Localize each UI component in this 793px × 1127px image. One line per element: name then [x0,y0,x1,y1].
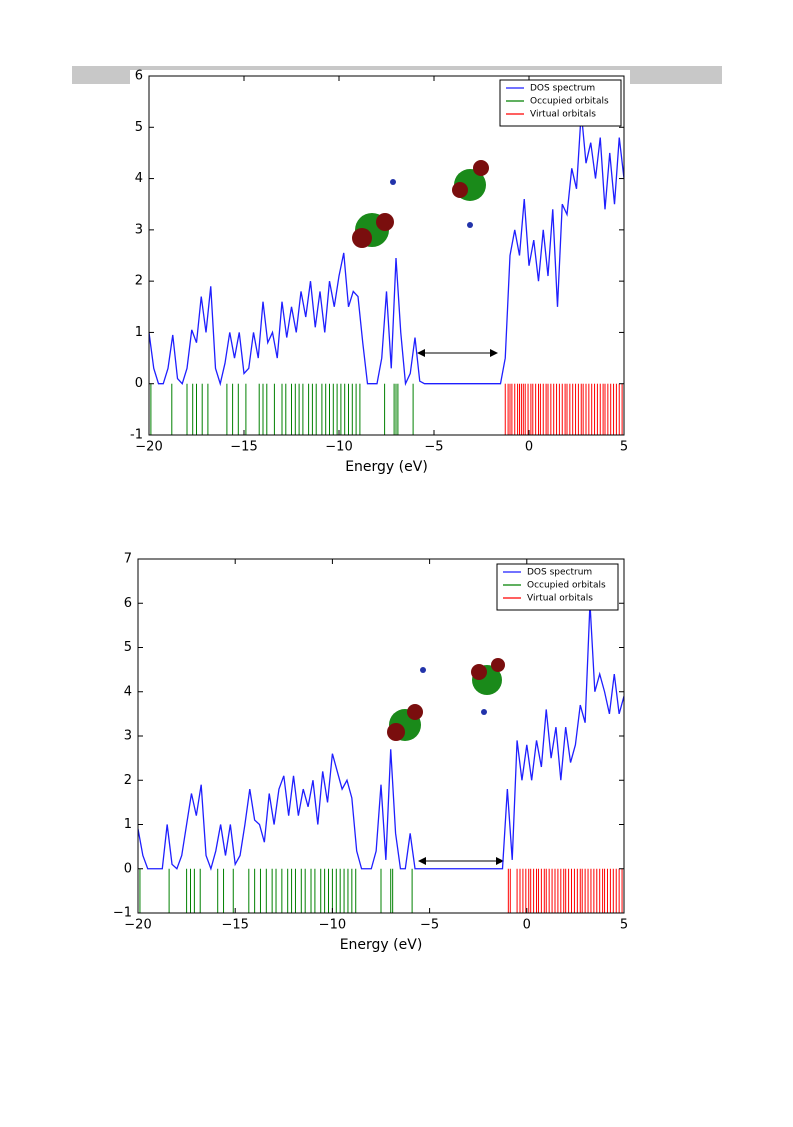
x-axis-label: Energy (eV) [340,937,423,953]
x-tick-label: −10 [325,440,352,455]
chart: −20 −15 −10 −5 0 5 -1 0 1 2 3 4 5 6 Energy (eV) DOS spe… [130,69,628,476]
legend-label: Occupied orbitals [527,581,606,591]
y-tick-label: −1 [113,906,132,921]
x-axis-label: Energy (eV) [345,459,428,475]
atom [390,179,396,185]
x-tick-label: 0 [525,440,533,455]
x-tick-label: 5 [620,918,628,933]
x-tick-label: −15 [230,440,257,455]
y-tick-label: 1 [135,325,143,340]
y-tick-label: 4 [124,684,132,699]
legend-label: DOS spectrum [527,568,592,578]
y-tick-label: 7 [124,552,132,567]
x-tick-label: −20 [135,440,162,455]
y-tick-label: 5 [124,640,132,655]
y-tick-label: 3 [124,729,132,744]
x-tick-label: 0 [523,918,531,933]
y-tick-label: 2 [135,274,143,289]
y-tick-label: 6 [135,69,143,84]
orbital-lobe [376,213,394,231]
orbital-lobe [387,723,405,741]
x-tick-label: −5 [424,440,443,455]
x-tick-label: −5 [420,918,439,933]
figure-background [130,70,630,480]
y-tick-label: 1 [124,817,132,832]
x-tick-label: −10 [319,918,346,933]
legend-label: Virtual orbitals [527,594,593,604]
y-tick-label: 0 [135,376,143,391]
atom [467,222,473,228]
y-tick-label: 2 [124,773,132,788]
dos-line [149,111,624,387]
plot-frame [148,75,625,436]
atom [481,709,487,715]
y-tick-label: 4 [135,171,143,186]
orbital-lobe [473,160,489,176]
y-tick-label: -1 [130,428,143,443]
plot-area [138,603,624,913]
y-tick-label: 0 [124,861,132,876]
plot-area [149,111,624,435]
molecule-insets [352,160,489,248]
orbital-lobe [471,664,487,680]
orbital-lobe [407,704,423,720]
x-tick-label: −20 [124,918,151,933]
dos-line [138,603,624,871]
y-tick-label: 6 [124,596,132,611]
orbital-lobe [352,228,372,248]
atom [420,667,426,673]
legend-label: Occupied orbitals [530,97,609,107]
legend-label: DOS spectrum [530,84,595,94]
x-tick-label: −15 [221,918,248,933]
orbital-lobe [491,658,505,672]
molecule-insets [387,658,505,741]
orbital-lobe [452,182,468,198]
x-tick-label: 5 [620,440,628,455]
plot-frame [137,558,625,914]
legend-label: Virtual orbitals [530,110,596,120]
y-tick-label: 3 [135,222,143,237]
y-tick-label: 5 [135,120,143,135]
